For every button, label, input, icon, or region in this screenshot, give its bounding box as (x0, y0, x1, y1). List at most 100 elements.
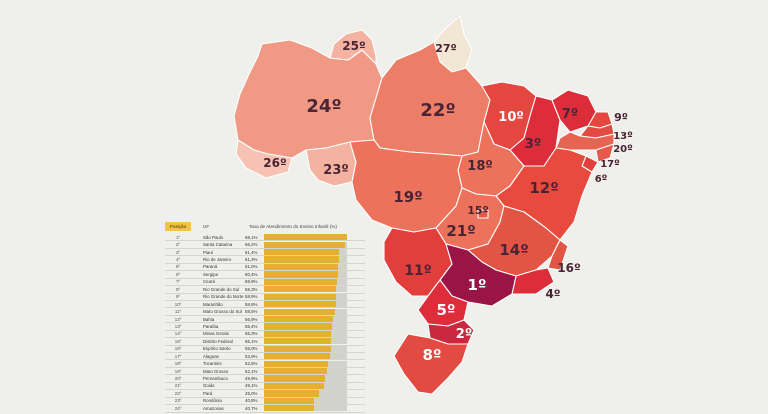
row-value: 58,9% (245, 294, 258, 300)
row-uf: Rio Grande do Norte (203, 294, 244, 300)
table-row: 4º Rio de Janeiro 61,3% (165, 256, 365, 264)
state-distrito-federal[interactable] (477, 209, 489, 219)
row-value: 59,3% (245, 286, 258, 292)
row-position: 2º (175, 242, 181, 248)
label-bahia: 12º (529, 179, 558, 197)
row-bar-track (264, 360, 347, 367)
state-espirito-santo[interactable] (547, 239, 569, 271)
row-bar-track (264, 278, 347, 285)
row-uf: Paraíba (203, 323, 219, 329)
row-uf: Ceará (203, 279, 215, 285)
row-value: 66,2% (245, 242, 258, 248)
row-position: 15º (174, 338, 182, 344)
row-value: 61,0% (245, 264, 258, 270)
row-uf: Paraná (203, 264, 218, 270)
row-uf: Rio Grande do Sul (203, 286, 240, 292)
row-position: 9º (175, 294, 181, 300)
row-position: 11º (174, 309, 182, 315)
row-position: 1º (175, 234, 181, 240)
row-uf: Pará (203, 390, 213, 396)
label-ceara: 7º (562, 107, 578, 122)
table-row: 16º Espírito Santo 55,0% (165, 345, 365, 353)
row-value: 58,5% (245, 309, 258, 315)
row-value: 58,8% (245, 301, 258, 307)
row-bar-fill (264, 301, 336, 308)
row-bar-track (264, 353, 347, 360)
table-row: 3º Piauí 61,4% (165, 249, 365, 257)
row-value: 55,4% (245, 323, 258, 329)
table-row: 13º Paraíba 55,4% (165, 323, 365, 331)
row-bar-fill (264, 323, 332, 330)
label-goias: 21º (446, 222, 475, 240)
table-row: 10º Maranhão 58,8% (165, 301, 365, 309)
row-uf: Bahia (203, 316, 215, 322)
row-position: 6º (175, 271, 181, 277)
state-acre[interactable] (235, 139, 293, 179)
label-maranhao: 10º (498, 110, 523, 125)
row-bar-track (264, 293, 347, 300)
table-row: 2º Santa Catarina 66,2% (165, 241, 365, 249)
row-uf: Goiás (203, 383, 215, 389)
state-rio-grande-do-sul[interactable] (393, 333, 469, 395)
label-tocantins: 18º (467, 159, 492, 174)
row-uf: Mato Grosso do Sul (203, 309, 242, 315)
row-value: 40,8% (245, 398, 258, 404)
row-bar-fill (264, 278, 338, 285)
table-row: 17º Alagoas 53,9% (165, 353, 365, 361)
row-value: 61,3% (245, 257, 258, 263)
row-position: 22º (174, 390, 182, 396)
row-bar-track (264, 256, 347, 263)
label-rio-grande-do-norte: 9º (614, 111, 628, 124)
row-bar-fill (264, 249, 339, 256)
row-bar-fill (264, 315, 334, 323)
row-value: 61,4% (245, 249, 258, 255)
row-bar-fill (264, 382, 324, 390)
row-bar-fill (264, 397, 314, 404)
table-row: 20º Pernambuco 49,9% (165, 375, 365, 383)
row-uf: Piauí (203, 249, 214, 255)
table-row: 22º Pará 45,0% (165, 390, 365, 398)
label-rio-grande-do-sul: 8º (423, 346, 442, 364)
row-bar-fill (264, 353, 330, 360)
table-row: 15º Distrito Federal 55,1% (165, 338, 365, 346)
row-position: 17º (174, 353, 182, 359)
row-bar-track (264, 315, 347, 323)
row-bar-fill (264, 360, 328, 367)
row-position: 14º (174, 331, 182, 337)
row-position: 21º (174, 383, 182, 389)
row-bar-track (264, 405, 347, 412)
row-bar-fill (264, 286, 337, 293)
state-sao-paulo[interactable] (439, 243, 517, 307)
row-position: 16º (174, 346, 182, 352)
table-header: Posição UF Taxa de Atendimento do Ensino… (165, 221, 365, 231)
row-bar-track (264, 330, 347, 337)
table-row: 11º Mato Grosso do Sul 58,5% (165, 308, 365, 316)
table-row: 8º Rio Grande do Sul 59,3% (165, 286, 365, 294)
row-bar-track (264, 301, 347, 308)
row-bar-track (264, 249, 347, 256)
label-mato-grosso-do-sul: 11º (404, 263, 431, 279)
label-rio-de-janeiro: 4º (545, 287, 560, 301)
row-uf: Rondônia (203, 398, 222, 404)
row-bar-fill (264, 390, 319, 397)
row-bar-track (264, 286, 347, 293)
table-row: 18º Tocantins 52,5% (165, 360, 365, 368)
row-bar-track (264, 338, 347, 345)
row-position: 10º (174, 301, 182, 307)
row-bar-track (264, 382, 347, 390)
state-para[interactable] (369, 41, 491, 157)
row-value: 55,0% (245, 346, 258, 352)
table-row: 9º Rio Grande do Norte 58,9% (165, 293, 365, 301)
row-uf: Rio de Janeiro (203, 257, 232, 263)
state-alagoas[interactable] (595, 143, 615, 163)
row-bar-track (264, 308, 347, 315)
row-value: 53,9% (245, 353, 258, 359)
label-santa-catarina: 2º (456, 327, 472, 342)
row-value: 55,1% (245, 338, 258, 344)
row-value: 68,1% (245, 234, 258, 240)
row-bar-track (264, 397, 347, 404)
label-distrito-federal: 15º (467, 204, 489, 217)
table-row: 14º Minas Gerais 55,3% (165, 330, 365, 339)
state-roraima[interactable] (329, 29, 377, 65)
label-amazonas: 24º (306, 96, 341, 117)
